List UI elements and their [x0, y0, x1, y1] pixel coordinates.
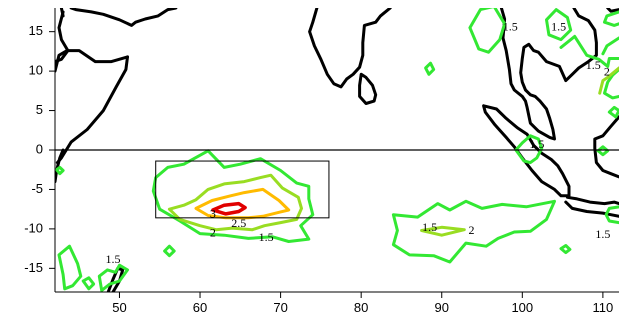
plot-area: 1.5 1.51.5 21.532.52 1.51.5 2 1.51.5: [55, 8, 619, 292]
contour-1-5-9: [424, 61, 436, 76]
contour-label-10: 2: [469, 223, 475, 237]
x-tick-label-0: 50: [112, 300, 126, 315]
region-box: [155, 160, 330, 219]
contour-1-5-2: [57, 244, 83, 291]
region-box-layer: [55, 149, 619, 219]
contour-label-1: 1.5: [551, 19, 566, 33]
contour-2-21: [598, 66, 619, 95]
x-tick-label-4: 90: [435, 300, 449, 315]
coastline-2: [55, 55, 129, 165]
contour-3-23: [211, 201, 247, 216]
y-tick-label-1: 10: [29, 63, 43, 78]
contour-label-0: 1.5: [503, 19, 518, 33]
coastline-6: [308, 8, 392, 89]
y-tick-label-4: -5: [31, 181, 43, 196]
y-tick-label-6: -15: [24, 260, 43, 275]
y-tick-label-0: 15: [29, 23, 43, 38]
contour-label-8: 1.5: [259, 230, 274, 244]
coastline-8: [499, 8, 598, 141]
contour-2-20: [420, 225, 466, 237]
contour-1-5-3: [97, 263, 129, 292]
contour-2-19: [167, 173, 303, 232]
contour-label-9: 1.5: [422, 220, 437, 234]
contour-1-5-7: [468, 8, 507, 54]
contour-1-5-17: [604, 205, 619, 225]
contour-label-11: 1.5: [595, 227, 610, 241]
x-tick-label-2: 70: [273, 300, 287, 315]
coastline-11: [482, 104, 571, 198]
contour-1-5-11: [601, 36, 619, 56]
contour-1-5-15: [596, 145, 610, 157]
y-tick-label-5: -10: [24, 220, 43, 235]
contour-1-5-14: [514, 134, 544, 165]
coastline-1: [55, 10, 70, 64]
coastline-3: [59, 8, 65, 18]
contour-1-5-0: [151, 149, 315, 243]
contour-label-7: 2: [210, 225, 216, 239]
contour-1-5-1: [391, 199, 556, 264]
contour-label-6: 2.5: [231, 216, 246, 230]
contour-1-5-8: [545, 8, 573, 42]
contour-1-5-12: [603, 10, 619, 27]
y-tick-label-3: 0: [36, 141, 43, 156]
coastline-9: [606, 8, 619, 13]
coastline-7: [358, 72, 378, 105]
coastline-4: [69, 8, 178, 27]
contour-label-5: 3: [210, 206, 216, 220]
coastline-10: [593, 115, 619, 179]
contour-label-3: 2: [604, 64, 610, 78]
contour-1-5-5: [163, 244, 176, 258]
x-tick-label-1: 60: [193, 300, 207, 315]
contour-1-5-10: [559, 34, 619, 68]
y-tick-label-2: 5: [36, 102, 43, 117]
x-tick-label-6: 110: [593, 300, 614, 315]
contour-1-5-16: [607, 105, 619, 119]
contour-label-layer: 1.5 1.51.5 21.532.52 1.51.5 2 1.51.5: [106, 19, 611, 266]
contour-layer: [55, 8, 619, 292]
coastline-13: [564, 200, 619, 218]
contour-label-12: 1.5: [106, 252, 121, 266]
contour-1-5-6: [55, 165, 65, 176]
contour-1-5-4: [81, 276, 96, 291]
coastline-layer: [55, 8, 619, 292]
x-tick-label-3: 80: [354, 300, 368, 315]
coastline-14: [55, 148, 65, 184]
coastline-0: [55, 49, 129, 73]
contour-label-4: 1.5: [529, 137, 544, 151]
coastline-12: [565, 195, 619, 206]
x-tick-label-5: 100: [511, 300, 533, 315]
contour-1-5-18: [559, 244, 572, 255]
contour-label-2: 1.5: [586, 58, 601, 72]
